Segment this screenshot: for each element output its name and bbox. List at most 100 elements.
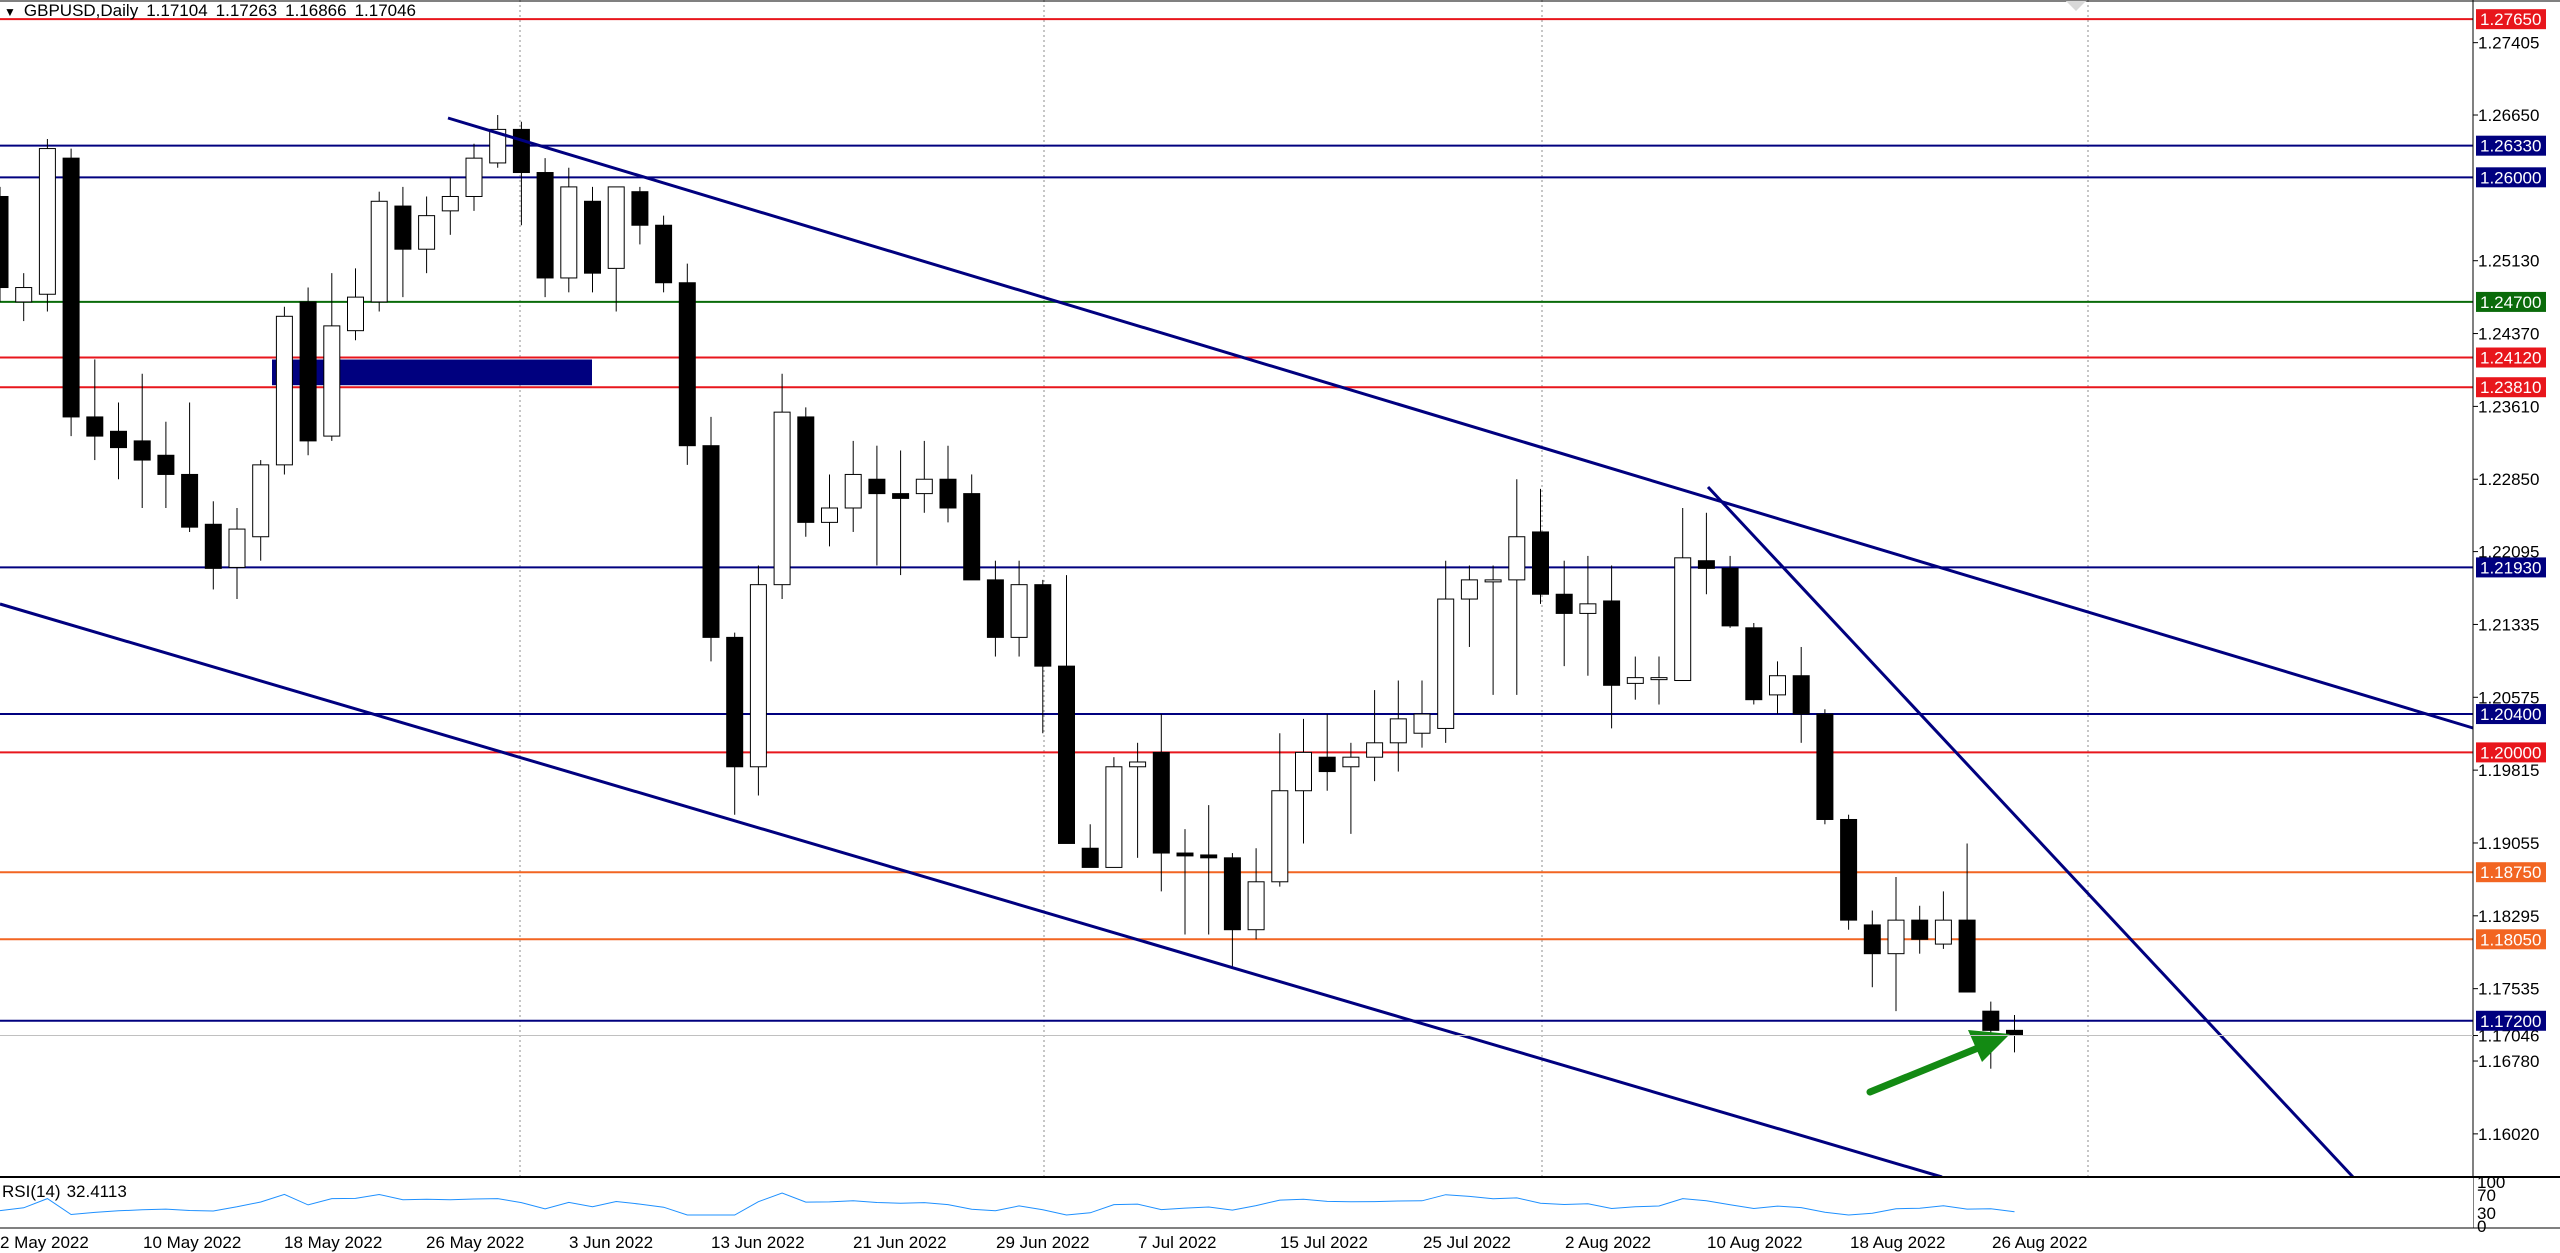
candle-body-bear xyxy=(1721,567,1739,627)
date-label-12: 10 Aug 2022 xyxy=(1707,1233,1802,1252)
level-label-text: 1.26000 xyxy=(2480,168,2541,187)
candle-body-bear xyxy=(181,473,199,528)
candle-body-bear xyxy=(655,224,673,284)
candle-body-bear xyxy=(726,636,744,768)
candle-body-bull xyxy=(749,584,767,768)
candle-body-bear xyxy=(631,191,649,226)
candle-body-bear xyxy=(1792,675,1810,715)
candle-3 xyxy=(62,148,80,437)
candle-17 xyxy=(394,186,412,298)
candle-16 xyxy=(370,191,388,312)
date-label-10: 25 Jul 2022 xyxy=(1423,1233,1511,1252)
candle-8 xyxy=(181,402,199,532)
candle-60 xyxy=(1413,680,1431,748)
level-price-labels: 1.27650 1.26330 1.26000 1.24700 1.24120 1.238… xyxy=(0,9,2546,1037)
candle-body-bull xyxy=(465,157,483,197)
level-label-1.20000: 1.20000 xyxy=(2476,742,2546,763)
candle-body-bull xyxy=(1460,579,1478,600)
candle-body-bull xyxy=(1674,557,1692,682)
candle-66 xyxy=(1555,560,1573,667)
level-label-1.24120: 1.24120 xyxy=(2476,347,2546,368)
candle-body-bull xyxy=(1437,598,1455,729)
candle-body-bull xyxy=(489,128,507,164)
candle-65 xyxy=(1532,488,1549,604)
candle-67 xyxy=(1579,555,1597,676)
candle-body-bear xyxy=(702,445,720,638)
candle-body-bear xyxy=(1200,854,1218,859)
price-tick-1.19055: 1.19055 xyxy=(2478,834,2539,853)
candle-body-bull xyxy=(773,411,791,586)
candle-body-bear xyxy=(1911,919,1929,940)
supply-zone xyxy=(272,359,592,386)
level-label-bg xyxy=(2476,9,2546,30)
candle-body-bear xyxy=(892,493,910,499)
candle-body-bull xyxy=(252,464,270,538)
price-tick-1.24370: 1.24370 xyxy=(2478,325,2539,344)
candle-43 xyxy=(1010,560,1028,657)
level-label-bg xyxy=(2476,1010,2546,1031)
price-tick-1.26650: 1.26650 xyxy=(2478,106,2539,125)
candle-63 xyxy=(1484,565,1502,695)
candle-57 xyxy=(1342,742,1360,834)
level-label-bg xyxy=(2476,167,2546,188)
candle-36 xyxy=(844,440,862,532)
candle-body-bear xyxy=(86,416,104,437)
candle-28 xyxy=(655,215,673,293)
price-tick-1.20575: 1.20575 xyxy=(2478,688,2539,707)
date-axis: 2 May 2022 10 May 2022 18 May 2022 26 May 2… xyxy=(0,1233,2087,1252)
price-tick-1.16780: 1.16780 xyxy=(2478,1052,2539,1071)
candle-82 xyxy=(1934,891,1952,949)
candle-body-bear xyxy=(1816,713,1834,820)
candle-9 xyxy=(204,501,222,590)
price-tick-1.17046: 1.17046 xyxy=(2478,1027,2539,1046)
candle-49 xyxy=(1152,714,1170,892)
candle-76 xyxy=(1792,646,1810,743)
candle-body-bull xyxy=(1295,751,1312,792)
rsi-title: RSI(14) 32.4113 xyxy=(2,1182,133,1202)
candle-83 xyxy=(1958,843,1976,993)
collapse-triangle-icon[interactable]: ▼ xyxy=(4,5,16,19)
level-label-1.17200: 1.17200 xyxy=(2476,1010,2546,1031)
level-label-1.20400: 1.20400 xyxy=(2476,704,2546,725)
level-label-bg xyxy=(2476,347,2546,368)
level-label-1.18050: 1.18050 xyxy=(2476,929,2546,950)
candle-75 xyxy=(1769,661,1786,715)
candle-40 xyxy=(939,445,957,523)
date-label-5: 13 Jun 2022 xyxy=(711,1233,805,1252)
trendline-lower-descending xyxy=(0,602,1943,1179)
candle-body-bull xyxy=(1508,536,1526,581)
level-label-bg xyxy=(2476,135,2546,156)
candle-35 xyxy=(821,474,838,547)
price-tick-1.23610: 1.23610 xyxy=(2478,397,2539,416)
candle-body-bear xyxy=(62,157,80,418)
candle-50 xyxy=(1176,829,1194,935)
candle-body-bear xyxy=(868,478,886,495)
candle-body-bear xyxy=(157,454,175,475)
candle-body-bull xyxy=(1389,718,1407,744)
level-label-1.26000: 1.26000 xyxy=(2476,167,2546,188)
level-label-text: 1.24700 xyxy=(2480,293,2541,312)
candle-69 xyxy=(1626,656,1644,700)
candle-body-bear xyxy=(797,416,815,523)
candle-1 xyxy=(15,273,33,322)
date-label-9: 15 Jul 2022 xyxy=(1280,1233,1368,1252)
level-label-text: 1.18750 xyxy=(2480,863,2541,882)
candle-13 xyxy=(299,287,317,456)
level-label-text: 1.20400 xyxy=(2480,705,2541,724)
candle-38 xyxy=(892,450,910,576)
candle-body-bull xyxy=(15,287,33,303)
price-tick-1.21335: 1.21335 xyxy=(2478,615,2539,634)
level-label-bg xyxy=(2476,929,2546,950)
rsi-value: 32.4113 xyxy=(66,1182,127,1201)
candle-body-bear xyxy=(939,478,957,509)
level-label-text: 1.24120 xyxy=(2480,349,2541,368)
candle-body-bull xyxy=(915,478,933,495)
date-label-13: 18 Aug 2022 xyxy=(1850,1233,1945,1252)
candle-4 xyxy=(86,359,104,461)
candle-80 xyxy=(1887,876,1905,1012)
candle-body-bear xyxy=(1555,593,1573,614)
candle-39 xyxy=(915,440,933,513)
rsi-scale-30: 30 xyxy=(2477,1204,2496,1223)
price-tick-1.22850: 1.22850 xyxy=(2478,470,2539,489)
